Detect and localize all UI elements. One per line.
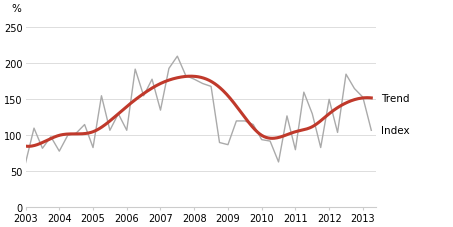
Text: Index: Index — [381, 126, 410, 136]
Text: %: % — [11, 4, 21, 14]
Text: Trend: Trend — [381, 94, 410, 104]
